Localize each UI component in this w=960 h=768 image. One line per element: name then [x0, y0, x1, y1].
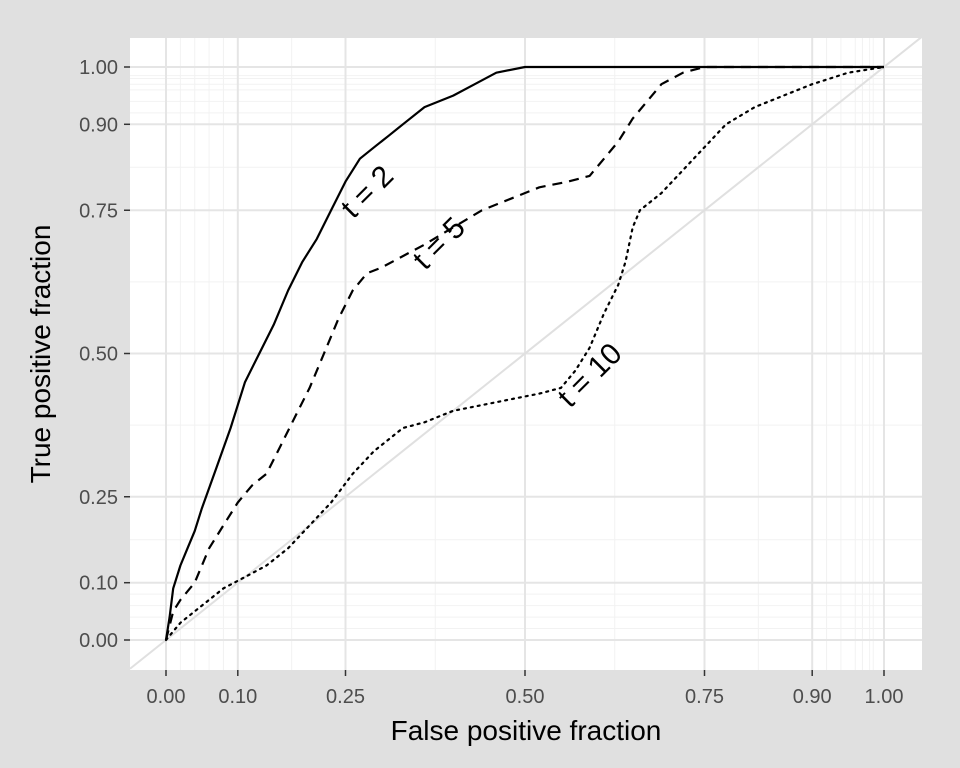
x-tick-label: 0.25: [326, 686, 365, 708]
y-tick-label: 0.25: [79, 487, 118, 509]
series-layer: [164, 65, 886, 642]
y-tick-label: 0.00: [79, 630, 118, 652]
y-axis-ticks: 0.00 0.10 0.25 0.50 0.75 0.90 1.00: [79, 57, 130, 652]
y-axis-title: True positive fraction: [25, 225, 56, 484]
x-tick-label: 0.50: [506, 686, 545, 708]
x-tick-label: 0.90: [793, 686, 832, 708]
x-axis-ticks: 0.00 0.10 0.25 0.50 0.75 0.90 1.00: [147, 670, 904, 708]
x-tick-label: 0.75: [685, 686, 724, 708]
series-line-1: [164, 65, 884, 641]
y-tick-label: 0.90: [79, 114, 118, 136]
x-tick-label: 0.00: [147, 686, 186, 708]
x-tick-label: 1.00: [865, 686, 904, 708]
x-tick-label: 0.10: [218, 686, 257, 708]
x-axis-title: False positive fraction: [391, 715, 662, 746]
series-line-2: [164, 65, 884, 641]
y-tick-label: 0.50: [79, 344, 118, 366]
y-tick-label: 0.10: [79, 573, 118, 595]
y-tick-label: 0.75: [79, 200, 118, 222]
y-tick-label: 1.00: [79, 57, 118, 79]
reference-diagonal: [129, 35, 923, 670]
series-line-3: [164, 65, 886, 642]
